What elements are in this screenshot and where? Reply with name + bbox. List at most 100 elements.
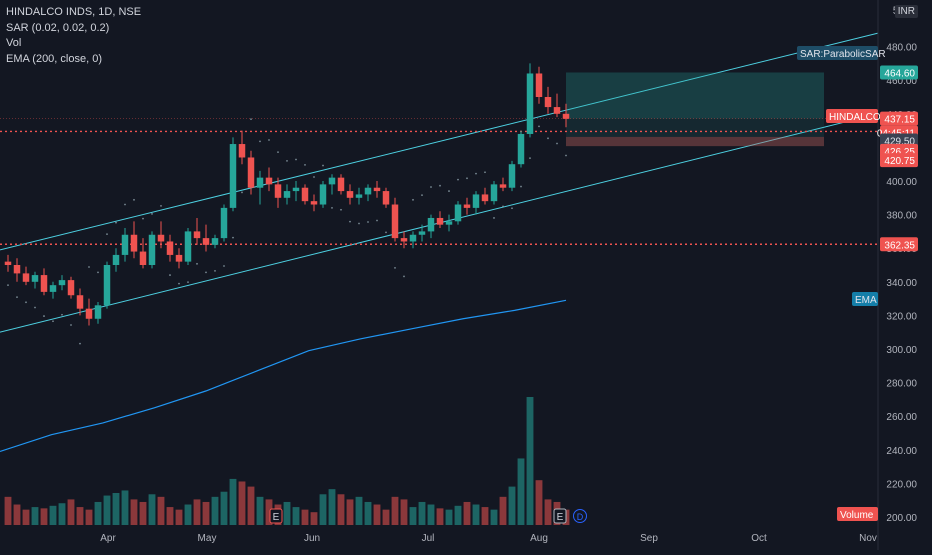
volume-bar	[76, 507, 84, 525]
candle-body	[517, 133, 525, 165]
volume-bar	[67, 499, 75, 525]
candle-body	[346, 191, 354, 198]
sar-dot	[484, 171, 486, 174]
sar-dot	[475, 172, 477, 175]
sar-dot	[394, 266, 396, 269]
sar-dot	[25, 301, 27, 304]
svg-text:Volume: Volume	[840, 510, 874, 521]
volume-bar	[391, 496, 399, 525]
hindalco-tag: HINDALCO	[826, 109, 881, 123]
svg-text:E: E	[557, 512, 564, 523]
svg-text:420.75: 420.75	[884, 156, 915, 167]
volume-bar	[265, 499, 273, 525]
volume-bar	[526, 397, 534, 525]
sar-dot	[160, 204, 162, 207]
volume-bar	[202, 501, 210, 525]
legend-ema: EMA (200, close, 0)	[6, 52, 102, 65]
candle-body	[112, 254, 120, 265]
price-axis-tick: 460.00	[886, 76, 917, 87]
candle-body	[328, 177, 336, 185]
sar-dot	[52, 320, 54, 323]
sar-dot	[16, 296, 18, 298]
candle-body	[373, 187, 381, 192]
svg-text:D: D	[577, 512, 584, 522]
price-axis-tick: 300.00	[886, 345, 917, 356]
candle-body	[544, 97, 552, 108]
svg-text:429.50: 429.50	[884, 136, 915, 147]
volume-bar	[463, 501, 471, 525]
channel-upper-line	[0, 32, 879, 251]
volume-bar	[112, 493, 120, 525]
volume-bar	[310, 512, 318, 525]
chart-legend: HINDALCO INDS, 1D, NSE SAR (0.02, 0.02, …	[6, 5, 141, 67]
candle-body	[13, 265, 21, 274]
support-price-label: 362.35	[880, 237, 918, 252]
volume-bar	[418, 501, 426, 525]
volume-bar	[499, 496, 507, 525]
earnings-marker[interactable]: E	[553, 508, 567, 524]
ema-tag: EMA	[852, 292, 878, 306]
sar-dot	[133, 198, 135, 201]
time-axis-tick: Aug	[530, 533, 548, 544]
volume-bar	[4, 496, 12, 525]
sar-dot	[367, 221, 369, 223]
sar-dot	[547, 137, 549, 140]
sar-dot	[268, 139, 270, 141]
volume-bar	[13, 504, 21, 525]
earnings-marker[interactable]: E	[269, 508, 283, 524]
sar-dot	[538, 125, 540, 128]
svg-text:362.35: 362.35	[884, 240, 915, 251]
sar-dot	[358, 222, 360, 225]
candle-body	[265, 177, 273, 185]
candle-body	[184, 231, 192, 262]
volume-bar	[409, 507, 417, 525]
candle-body	[238, 144, 246, 158]
volume-bar	[427, 504, 435, 525]
sar-tag: SAR:ParabolicSAR	[797, 46, 886, 60]
volume-bar	[49, 505, 57, 525]
sar-dot	[88, 266, 90, 268]
sar-dot	[223, 265, 225, 267]
currency-badge[interactable]: INR	[894, 5, 918, 18]
candle-body	[400, 238, 408, 242]
svg-text:464.60: 464.60	[884, 68, 915, 79]
volume-bar	[382, 509, 390, 525]
sar-dot	[529, 157, 531, 160]
candle-body	[337, 177, 345, 192]
volume-bar	[508, 486, 516, 525]
sar-dot	[169, 274, 171, 276]
candle-body	[49, 285, 57, 292]
price-axis-tick: 220.00	[886, 479, 917, 490]
candle-body	[535, 73, 543, 97]
sar-dot	[142, 217, 144, 220]
sar-dot	[277, 151, 279, 154]
price-axis-tick: 260.00	[886, 412, 917, 423]
candle-body	[409, 234, 417, 242]
candle-body	[301, 187, 309, 202]
candle-body	[472, 194, 480, 208]
candle-body	[418, 231, 426, 235]
sar-dot	[439, 184, 441, 187]
candle-body	[211, 238, 219, 245]
sar-dot	[187, 281, 189, 284]
time-axis-tick: Jul	[422, 533, 435, 544]
svg-text:SAR:ParabolicSAR: SAR:ParabolicSAR	[800, 49, 886, 60]
sar-dot	[124, 203, 126, 206]
volume-bar	[346, 499, 354, 525]
legend-vol: Vol	[6, 37, 22, 49]
svg-text:HINDALCO: HINDALCO	[829, 112, 881, 123]
candle-body	[490, 184, 498, 202]
dividend-marker[interactable]: D	[573, 509, 587, 523]
candle-body	[364, 187, 372, 195]
sar-dot	[178, 282, 180, 285]
candle-body	[40, 275, 48, 292]
legend-sar: SAR (0.02, 0.02, 0.2)	[6, 21, 110, 34]
volume-bar	[517, 458, 525, 525]
sar-dot	[511, 207, 513, 210]
volume-bar	[238, 481, 246, 525]
sar-dot	[304, 163, 306, 166]
volume-bar	[256, 496, 264, 525]
volume-bar	[175, 509, 183, 525]
